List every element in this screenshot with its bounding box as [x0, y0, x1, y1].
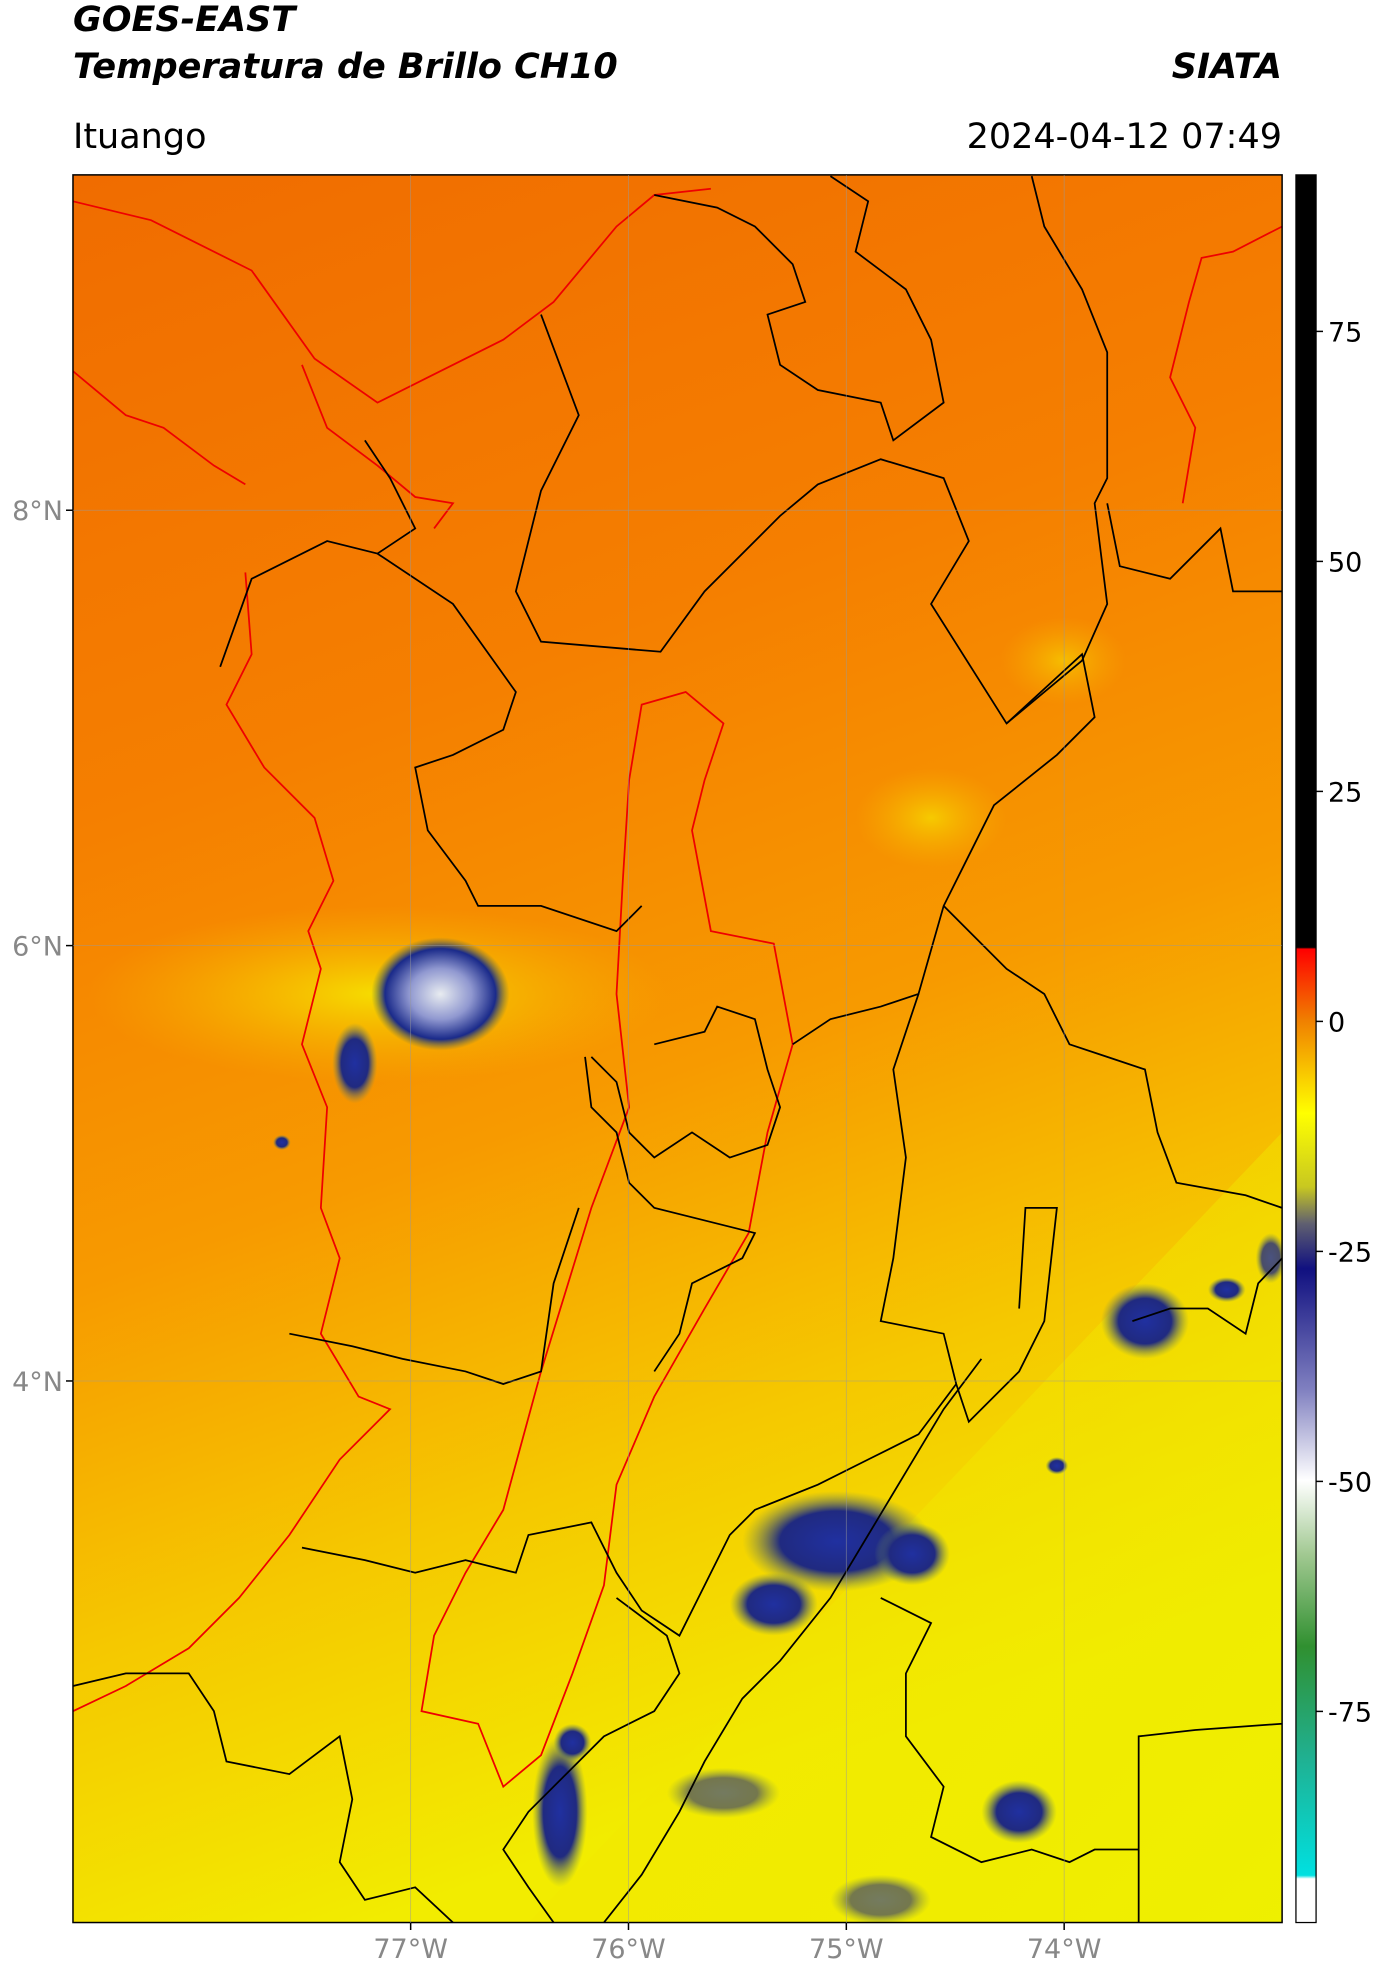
subtitle: Temperatura de Brillo CH10: [73, 47, 618, 87]
y-tick-label: 8°N: [12, 496, 63, 527]
colorbar-tick-label: 75: [1328, 317, 1362, 348]
colorbar-tick-label: -50: [1328, 1467, 1372, 1498]
x-tick-label: 74°W: [1027, 1934, 1102, 1965]
location: Ituango: [73, 117, 207, 157]
x-tick-label: 77°W: [373, 1934, 448, 1965]
colorbar-tick-label: 25: [1328, 777, 1362, 808]
colorbar-tick-label: 50: [1328, 547, 1362, 578]
y-tick-label: 4°N: [12, 1367, 63, 1398]
colorbar-tick-label: -75: [1328, 1697, 1372, 1728]
datetime: 2024-04-12 07:49: [967, 117, 1282, 157]
title: GOES-EAST: [73, 0, 298, 40]
x-tick-label: 76°W: [591, 1934, 666, 1965]
colorbar-tick-label: -25: [1328, 1237, 1372, 1268]
y-tick-label: 6°N: [12, 932, 63, 963]
x-tick-label: 75°W: [809, 1934, 884, 1965]
colorbar-tick-label: 0: [1328, 1007, 1345, 1038]
source: SIATA: [1172, 47, 1282, 87]
map-image: [72, 174, 1317, 1924]
